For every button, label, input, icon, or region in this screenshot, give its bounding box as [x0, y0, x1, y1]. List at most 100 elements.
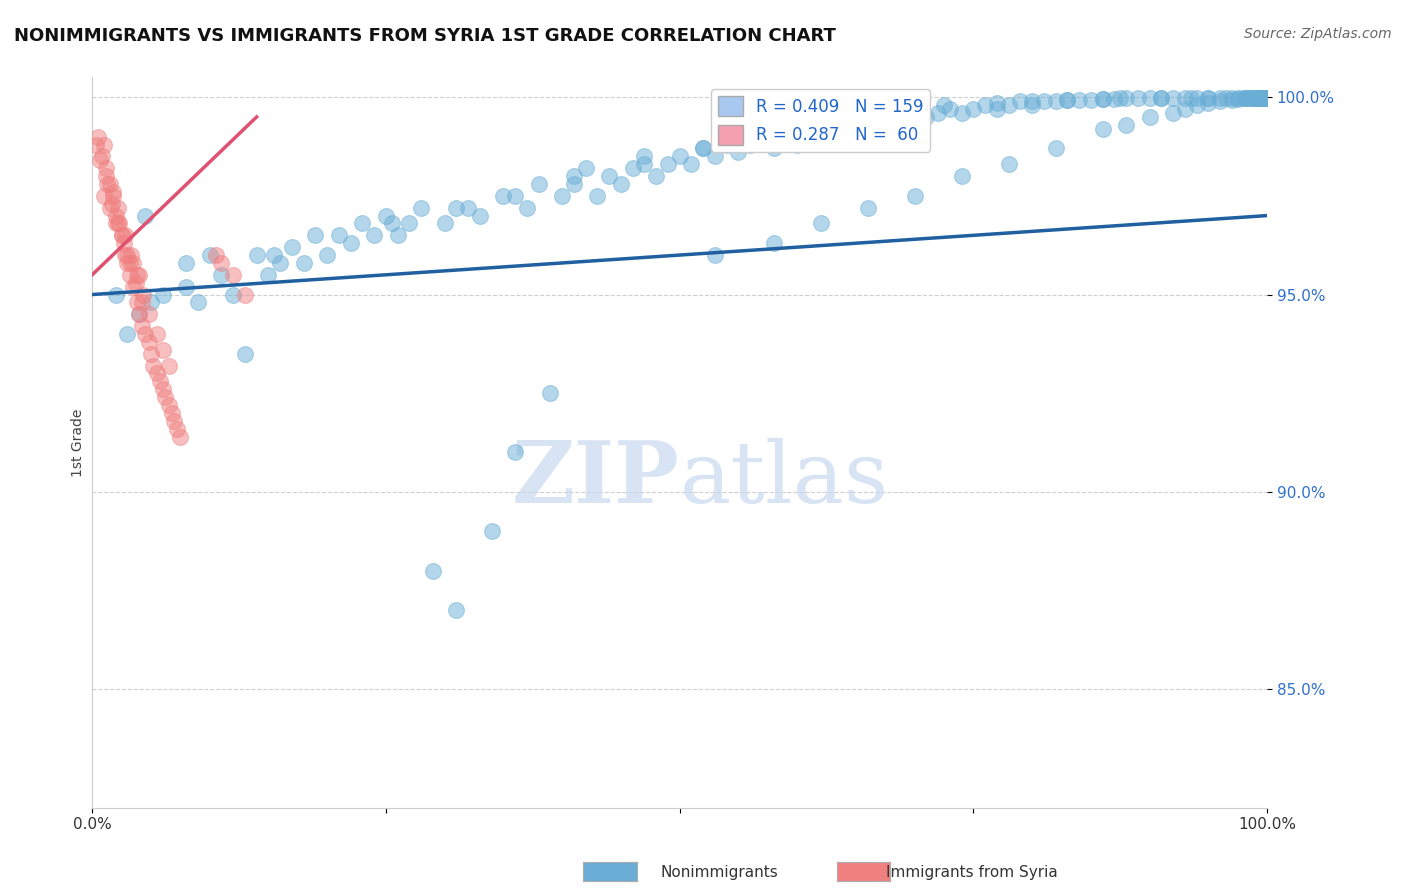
Point: [1115, 118, 1137, 132]
Point: [153, 390, 176, 404]
Point: [352, 217, 374, 231]
Point: [103, 185, 125, 199]
Point: [1246, 90, 1268, 104]
Point: [762, 141, 785, 155]
Point: [903, 106, 925, 120]
Point: [740, 129, 762, 144]
Point: [503, 189, 526, 203]
Point: [1150, 91, 1173, 105]
Point: [986, 102, 1008, 116]
Point: [269, 256, 291, 270]
Point: [751, 129, 773, 144]
Point: [263, 248, 285, 262]
Point: [1220, 90, 1243, 104]
Point: [90, 149, 112, 163]
Point: [110, 228, 132, 243]
Text: Immigrants from Syria: Immigrants from Syria: [886, 865, 1057, 880]
Point: [997, 157, 1019, 171]
Point: [114, 228, 136, 243]
Point: [1139, 91, 1161, 105]
Point: [1104, 92, 1126, 106]
Point: [117, 326, 139, 341]
Point: [797, 118, 820, 132]
Point: [96, 169, 118, 183]
Point: [374, 209, 396, 223]
Point: [122, 256, 145, 270]
Point: [740, 137, 762, 152]
Point: [166, 422, 188, 436]
Point: [209, 256, 232, 270]
Point: [527, 177, 550, 191]
Point: [1239, 90, 1261, 104]
Point: [139, 347, 162, 361]
Point: [134, 209, 156, 223]
Point: [1249, 90, 1271, 104]
Point: [1232, 90, 1254, 104]
Point: [381, 217, 404, 231]
Point: [124, 276, 146, 290]
Point: [339, 236, 361, 251]
Point: [1215, 90, 1237, 104]
Point: [903, 189, 925, 203]
Point: [1185, 90, 1208, 104]
Point: [1253, 90, 1275, 104]
Point: [633, 149, 655, 163]
Point: [1109, 91, 1132, 105]
Point: [927, 106, 949, 120]
Point: [1174, 90, 1197, 104]
Point: [411, 201, 433, 215]
Point: [856, 113, 879, 128]
Point: [316, 248, 339, 262]
Point: [986, 96, 1008, 111]
Point: [117, 256, 139, 270]
Point: [1254, 90, 1277, 104]
Point: [1220, 93, 1243, 107]
Point: [98, 201, 121, 215]
Point: [1246, 90, 1268, 104]
Point: [1256, 90, 1278, 104]
Point: [1209, 94, 1232, 108]
Legend: R = 0.409   N = 159, R = 0.287   N =  60: R = 0.409 N = 159, R = 0.287 N = 60: [711, 89, 931, 152]
Point: [125, 268, 148, 282]
Point: [1115, 91, 1137, 105]
Point: [1244, 90, 1267, 104]
Point: [110, 228, 132, 243]
Point: [797, 121, 820, 136]
Text: Source: ZipAtlas.com: Source: ZipAtlas.com: [1244, 27, 1392, 41]
Point: [84, 137, 107, 152]
Point: [363, 228, 385, 243]
Point: [1045, 141, 1067, 155]
Point: [1080, 93, 1102, 107]
Point: [845, 110, 868, 124]
Y-axis label: 1st Grade: 1st Grade: [72, 409, 86, 476]
Point: [457, 201, 479, 215]
Point: [1091, 121, 1114, 136]
Point: [1180, 91, 1202, 105]
Point: [1250, 90, 1272, 104]
Point: [1226, 90, 1249, 104]
Point: [101, 196, 124, 211]
Point: [950, 106, 973, 120]
Point: [1021, 98, 1043, 112]
Point: [446, 603, 468, 617]
Point: [131, 287, 153, 301]
Point: [845, 118, 868, 132]
Point: [104, 209, 127, 223]
Point: [1091, 92, 1114, 106]
Point: [204, 248, 226, 262]
Point: [562, 177, 585, 191]
Point: [209, 268, 232, 282]
Point: [1247, 90, 1270, 104]
Point: [131, 319, 153, 334]
Point: [433, 217, 456, 231]
Point: [120, 248, 142, 262]
Point: [1239, 90, 1261, 104]
Point: [1067, 93, 1090, 107]
Point: [645, 169, 668, 183]
Point: [1209, 90, 1232, 104]
Point: [821, 118, 844, 132]
Text: NONIMMIGRANTS VS IMMIGRANTS FROM SYRIA 1ST GRADE CORRELATION CHART: NONIMMIGRANTS VS IMMIGRANTS FROM SYRIA 1…: [14, 27, 837, 45]
Point: [107, 217, 129, 231]
Point: [128, 268, 150, 282]
Point: [328, 228, 350, 243]
